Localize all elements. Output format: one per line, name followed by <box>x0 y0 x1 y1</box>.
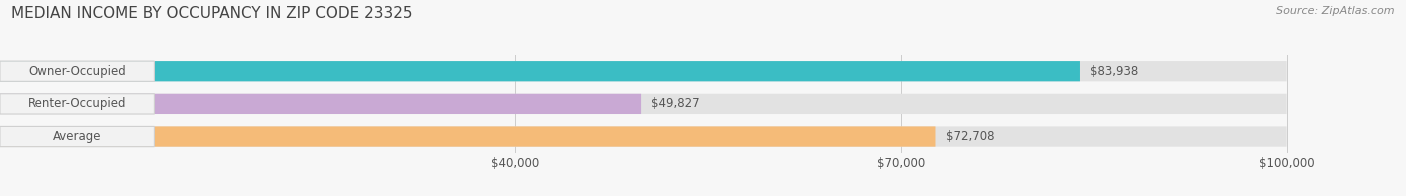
FancyBboxPatch shape <box>0 126 1286 147</box>
Text: $83,938: $83,938 <box>1090 65 1139 78</box>
FancyBboxPatch shape <box>0 61 1080 81</box>
Text: Owner-Occupied: Owner-Occupied <box>28 65 127 78</box>
FancyBboxPatch shape <box>0 126 935 147</box>
Text: $49,827: $49,827 <box>651 97 700 110</box>
FancyBboxPatch shape <box>0 61 1286 81</box>
FancyBboxPatch shape <box>0 94 155 114</box>
FancyBboxPatch shape <box>0 94 1286 114</box>
Text: Source: ZipAtlas.com: Source: ZipAtlas.com <box>1277 6 1395 16</box>
FancyBboxPatch shape <box>0 126 155 147</box>
Text: Average: Average <box>53 130 101 143</box>
Text: $72,708: $72,708 <box>946 130 994 143</box>
Text: MEDIAN INCOME BY OCCUPANCY IN ZIP CODE 23325: MEDIAN INCOME BY OCCUPANCY IN ZIP CODE 2… <box>11 6 413 21</box>
FancyBboxPatch shape <box>0 61 155 81</box>
Text: Renter-Occupied: Renter-Occupied <box>28 97 127 110</box>
FancyBboxPatch shape <box>0 94 641 114</box>
